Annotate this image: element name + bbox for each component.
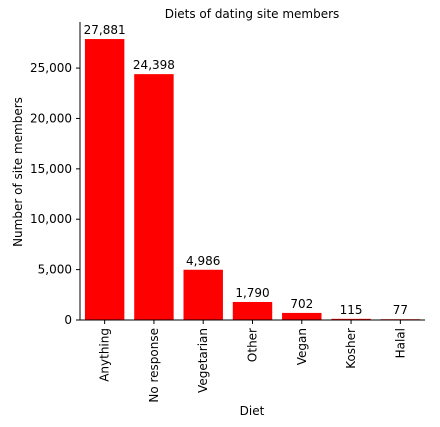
y-axis-label: Number of site members — [11, 97, 25, 247]
bar — [134, 74, 174, 320]
y-tick-label: 25,000 — [30, 61, 72, 75]
value-label: 27,881 — [84, 23, 126, 37]
bar — [84, 39, 125, 320]
y-tick-label: 15,000 — [30, 162, 72, 176]
value-label: 24,398 — [133, 58, 175, 72]
y-tick-label: 20,000 — [30, 111, 72, 125]
x-tick-label: No response — [147, 328, 161, 403]
x-tick-label: Kosher — [344, 328, 358, 369]
value-label: 77 — [393, 303, 408, 317]
y-tick-label: 5,000 — [38, 263, 72, 277]
chart-title: Diets of dating site members — [165, 7, 340, 21]
value-label: 4,986 — [186, 254, 220, 268]
bar — [232, 301, 273, 320]
value-label: 702 — [290, 297, 313, 311]
bar — [331, 318, 371, 320]
x-axis-label: Diet — [240, 404, 265, 418]
bar — [282, 312, 322, 320]
x-tick-label: Anything — [98, 328, 112, 382]
y-tick-label: 10,000 — [30, 212, 72, 226]
x-tick-label: Halal — [393, 328, 407, 358]
y-tick-label: 0 — [64, 313, 72, 327]
value-label: 115 — [340, 303, 363, 317]
x-tick-label: Other — [246, 328, 260, 362]
x-tick-label: Vegan — [295, 328, 309, 365]
value-label: 1,790 — [235, 286, 269, 300]
bar — [183, 269, 223, 320]
x-tick-label: Vegetarian — [196, 328, 210, 393]
